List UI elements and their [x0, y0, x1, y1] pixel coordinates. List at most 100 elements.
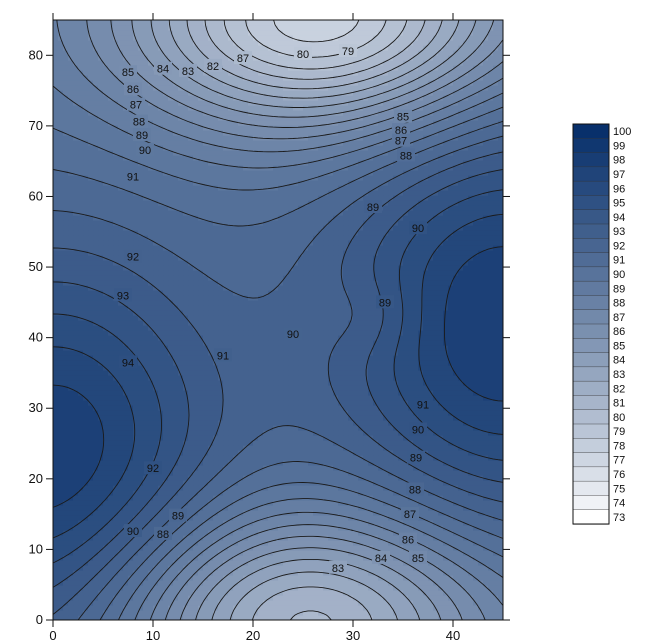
contour-cell — [368, 440, 374, 446]
contour-cell — [398, 345, 404, 351]
contour-cell — [358, 460, 364, 466]
contour-cell — [63, 545, 69, 551]
contour-cell — [458, 605, 464, 611]
contour-cell — [178, 600, 184, 606]
contour-cell — [188, 585, 194, 591]
contour-cell — [488, 605, 494, 611]
contour-cell — [473, 595, 479, 601]
contour-cell — [333, 435, 339, 441]
contour-cell — [448, 430, 454, 436]
contour-cell — [68, 390, 74, 396]
contour-cell — [303, 530, 309, 536]
contour-cell — [423, 370, 429, 376]
contour-cell — [213, 375, 219, 381]
contour-cell — [278, 490, 284, 496]
contour-cell — [273, 615, 279, 620]
contour-cell — [103, 410, 109, 416]
contour-cell — [113, 580, 119, 586]
contour-cell — [113, 610, 119, 616]
contour-cell — [233, 380, 239, 386]
contour-cell — [478, 535, 484, 541]
contour-cell — [438, 465, 444, 471]
contour-cell — [108, 355, 114, 361]
contour-cell — [448, 505, 454, 511]
contour-cell — [328, 385, 334, 391]
contour-cell — [283, 420, 289, 426]
contour-cell — [473, 490, 479, 496]
contour-cell — [353, 495, 359, 501]
contour-cell — [418, 565, 424, 571]
contour-cell — [363, 400, 369, 406]
contour-cell — [133, 430, 139, 436]
contour-cell — [308, 535, 314, 541]
contour-cell — [253, 570, 259, 576]
contour-cell — [218, 565, 224, 571]
contour-cell — [233, 615, 239, 620]
contour-cell — [113, 590, 119, 596]
contour-cell — [243, 525, 249, 531]
contour-cell — [198, 530, 204, 536]
contour-cell — [168, 420, 174, 426]
contour-cell — [123, 380, 129, 386]
contour-cell — [368, 490, 374, 496]
contour-cell — [228, 485, 234, 491]
contour-cell — [348, 420, 354, 426]
contour-cell — [243, 520, 249, 526]
contour-cell — [378, 460, 384, 466]
contour-cell — [218, 390, 224, 396]
contour-cell — [103, 530, 109, 536]
contour-cell — [383, 445, 389, 451]
contour-cell — [303, 615, 309, 620]
contour-cell — [368, 540, 374, 546]
contour-cell — [63, 505, 69, 511]
contour-cell — [463, 460, 469, 466]
contour-cell — [343, 495, 349, 501]
contour-cell — [328, 585, 334, 591]
contour-cell — [278, 545, 284, 551]
contour-cell — [258, 440, 264, 446]
contour-cell — [88, 450, 94, 456]
contour-cell — [53, 425, 59, 431]
contour-cell — [58, 405, 64, 411]
contour-cell — [103, 360, 109, 366]
contour-cell — [348, 490, 354, 496]
contour-cell — [223, 475, 229, 481]
contour-cell — [93, 360, 99, 366]
contour-cell — [253, 565, 259, 571]
contour-cell — [138, 350, 144, 356]
contour-cell — [478, 510, 484, 516]
contour-cell — [53, 560, 59, 566]
contour-cell — [473, 540, 479, 546]
contour-cell — [323, 555, 329, 561]
contour-cell — [228, 375, 234, 381]
contour-cell — [133, 460, 139, 466]
contour-cell — [68, 430, 74, 436]
contour-cell — [163, 460, 169, 466]
contour-cell — [153, 615, 159, 620]
contour-cell — [433, 600, 439, 606]
contour-cell — [453, 475, 459, 481]
contour-cell — [218, 440, 224, 446]
contour-cell — [198, 580, 204, 586]
contour-cell — [273, 355, 279, 361]
contour-cell — [103, 475, 109, 481]
contour-cell — [338, 505, 344, 511]
contour-cell — [393, 550, 399, 556]
contour-cell — [483, 460, 489, 466]
contour-cell — [53, 415, 59, 421]
contour-cell — [248, 550, 254, 556]
contour-cell — [323, 495, 329, 501]
contour-cell — [153, 415, 159, 421]
contour-cell — [298, 605, 304, 611]
contour-cell — [298, 595, 304, 601]
contour-cell — [98, 460, 104, 466]
contour-cell — [228, 480, 234, 486]
contour-cell — [388, 425, 394, 431]
contour-cell — [383, 590, 389, 596]
contour-cell — [108, 450, 114, 456]
contour-cell — [448, 605, 454, 611]
contour-cell — [188, 445, 194, 451]
contour-cell — [173, 445, 179, 451]
contour-cell — [258, 415, 264, 421]
contour-cell — [263, 420, 269, 426]
